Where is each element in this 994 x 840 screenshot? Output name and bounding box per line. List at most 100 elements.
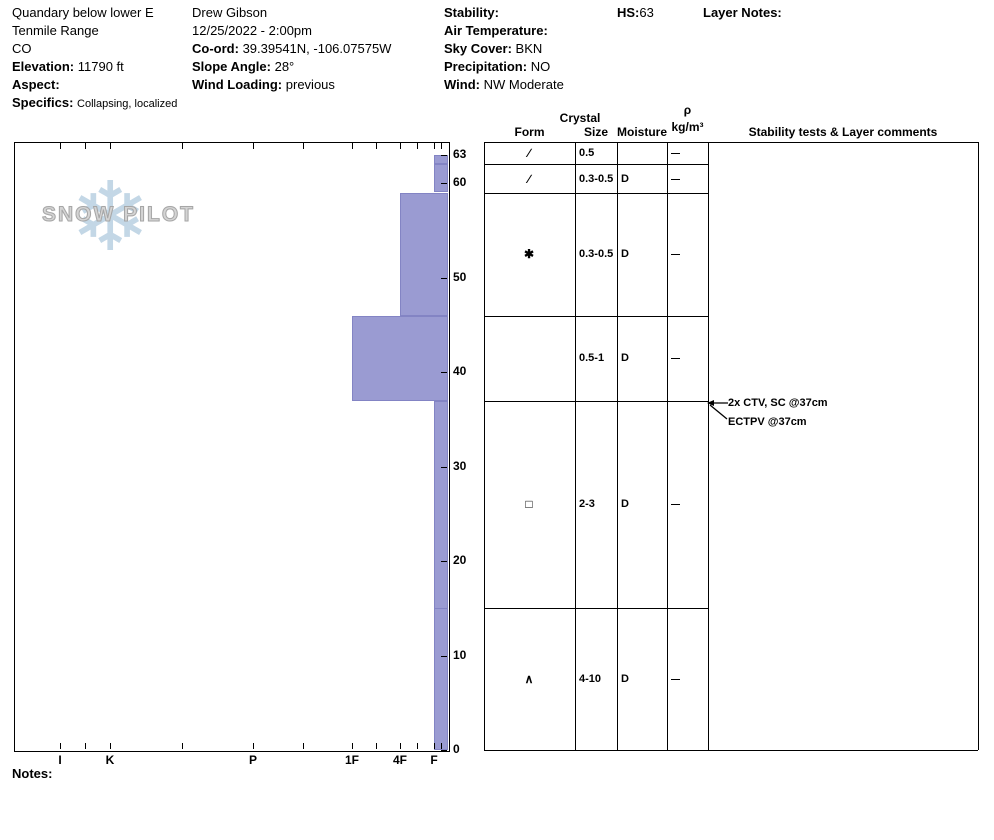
hardness-tick (303, 743, 304, 749)
size-column-header: Size (583, 125, 608, 139)
grain-size-value: 2-3 (579, 498, 595, 510)
coord-value: 39.39541N, -106.07575W (242, 41, 392, 56)
elevation-label: Elevation: (12, 59, 75, 74)
table-column-line (575, 142, 576, 750)
stability-label: Stability: (444, 5, 499, 20)
hardness-tick (253, 743, 254, 749)
density-placeholder-dash (671, 504, 680, 505)
depth-tick (441, 372, 447, 373)
crystal-header: Crystal (559, 111, 601, 125)
moisture-value: D (621, 173, 629, 185)
depth-tick (441, 750, 447, 751)
grain-size-value: 4-10 (579, 673, 602, 685)
location-range: Tenmile Range (12, 23, 99, 38)
hardness-tick (376, 143, 377, 149)
hs-block: HS:63 (617, 4, 654, 22)
location-name: Quandary below lower E (12, 5, 154, 20)
hardness-tick (376, 743, 377, 749)
hardness-tick (110, 743, 111, 749)
hardness-tick (303, 143, 304, 149)
table-column-line (617, 142, 618, 750)
hardness-tick (441, 743, 442, 749)
hardness-tick (182, 743, 183, 749)
wind-loading-value: previous (285, 77, 335, 92)
wind-label: Wind: (444, 77, 480, 92)
density-placeholder-dash (671, 358, 680, 359)
wind-value: NW Moderate (483, 77, 564, 92)
table-border-line (484, 142, 978, 143)
density-placeholder-dash (671, 254, 680, 255)
hardness-axis-label: F (430, 753, 438, 767)
hardness-tick (85, 743, 86, 749)
depth-axis-label: 10 (453, 648, 467, 662)
profile-hardness-bar (434, 608, 448, 750)
depth-axis-label: 63 (453, 147, 467, 161)
observation-datetime: 12/25/2022 - 2:00pm (192, 23, 312, 38)
air-temp-label: Air Temperature: (444, 23, 548, 38)
depth-tick (441, 467, 447, 468)
hardness-tick (182, 143, 183, 149)
table-column-line (708, 142, 709, 750)
sky-cover-value: BKN (515, 41, 543, 56)
sky-cover-row: Sky Cover: BKN (444, 40, 564, 58)
hardness-tick (352, 143, 353, 149)
hardness-tick (400, 143, 401, 149)
elevation-value: 11790 ft (77, 59, 124, 74)
depth-tick (441, 656, 447, 657)
grain-size-value: 0.5-1 (579, 352, 605, 364)
coord-row: Co-ord: 39.39541N, -106.07575W (192, 40, 391, 58)
aspect-row: Aspect: (12, 76, 177, 94)
profile-hardness-bar (434, 155, 448, 164)
density-placeholder-dash (671, 153, 680, 154)
hardness-tick (417, 143, 418, 149)
grain-form-symbol: ∕ (527, 146, 530, 160)
grain-size-value: 0.3-0.5 (579, 248, 614, 260)
hardness-tick (441, 143, 442, 149)
location-block: Quandary below lower E Tenmile Range CO … (12, 4, 177, 113)
grain-size-value: 0.3-0.5 (579, 173, 614, 185)
grain-form-symbol: ∕ (527, 172, 530, 186)
layer-boundary-line (484, 193, 708, 194)
depth-axis-label: 50 (453, 270, 467, 284)
notes-row: Notes: (12, 766, 52, 781)
hardness-tick (352, 743, 353, 749)
hardness-tick (110, 143, 111, 149)
coord-label: Co-ord: (192, 41, 239, 56)
layer-notes-block: Layer Notes: (703, 4, 782, 22)
stability-row: Stability: (444, 4, 564, 22)
hardness-axis-label: 1F (344, 753, 359, 767)
hardness-axis-label: I (58, 753, 62, 767)
density-placeholder-dash (671, 679, 680, 680)
density-placeholder-dash (671, 179, 680, 180)
slope-angle-row: Slope Angle: 28° (192, 58, 391, 76)
slope-angle-value: 28° (274, 59, 295, 74)
stability-test-annotation: 2x CTV, SC @37cm (728, 397, 828, 409)
depth-axis-label: 30 (453, 459, 467, 473)
table-column-line (978, 142, 979, 750)
wind-loading-row: Wind Loading: previous (192, 76, 391, 94)
depth-axis-label: 0 (453, 742, 460, 756)
elevation-row: Elevation: 11790 ft (12, 58, 177, 76)
hardness-tick (60, 743, 61, 749)
precipitation-row: Precipitation: NO (444, 58, 564, 76)
hardness-tick (417, 743, 418, 749)
depth-axis-label: 40 (453, 364, 467, 378)
depth-axis-label: 20 (453, 553, 467, 567)
depth-tick (441, 183, 447, 184)
hs-value: 63 (639, 5, 654, 20)
precipitation-label: Precipitation: (444, 59, 528, 74)
moisture-value: D (621, 248, 629, 260)
density-units-header: kg/m³ (671, 120, 704, 134)
wind-row: Wind: NW Moderate (444, 76, 564, 94)
comments-column-header: Stability tests & Layer comments (748, 125, 938, 139)
profile-hardness-bar (434, 401, 448, 609)
grain-form-symbol: ✱ (523, 247, 535, 261)
profile-hardness-bar (434, 164, 448, 192)
notes-label: Notes: (12, 766, 53, 781)
depth-tick (441, 155, 447, 156)
sky-cover-label: Sky Cover: (444, 41, 512, 56)
depth-tick (441, 561, 447, 562)
moisture-column-header: Moisture (617, 125, 668, 139)
form-column-header: Form (514, 125, 545, 139)
